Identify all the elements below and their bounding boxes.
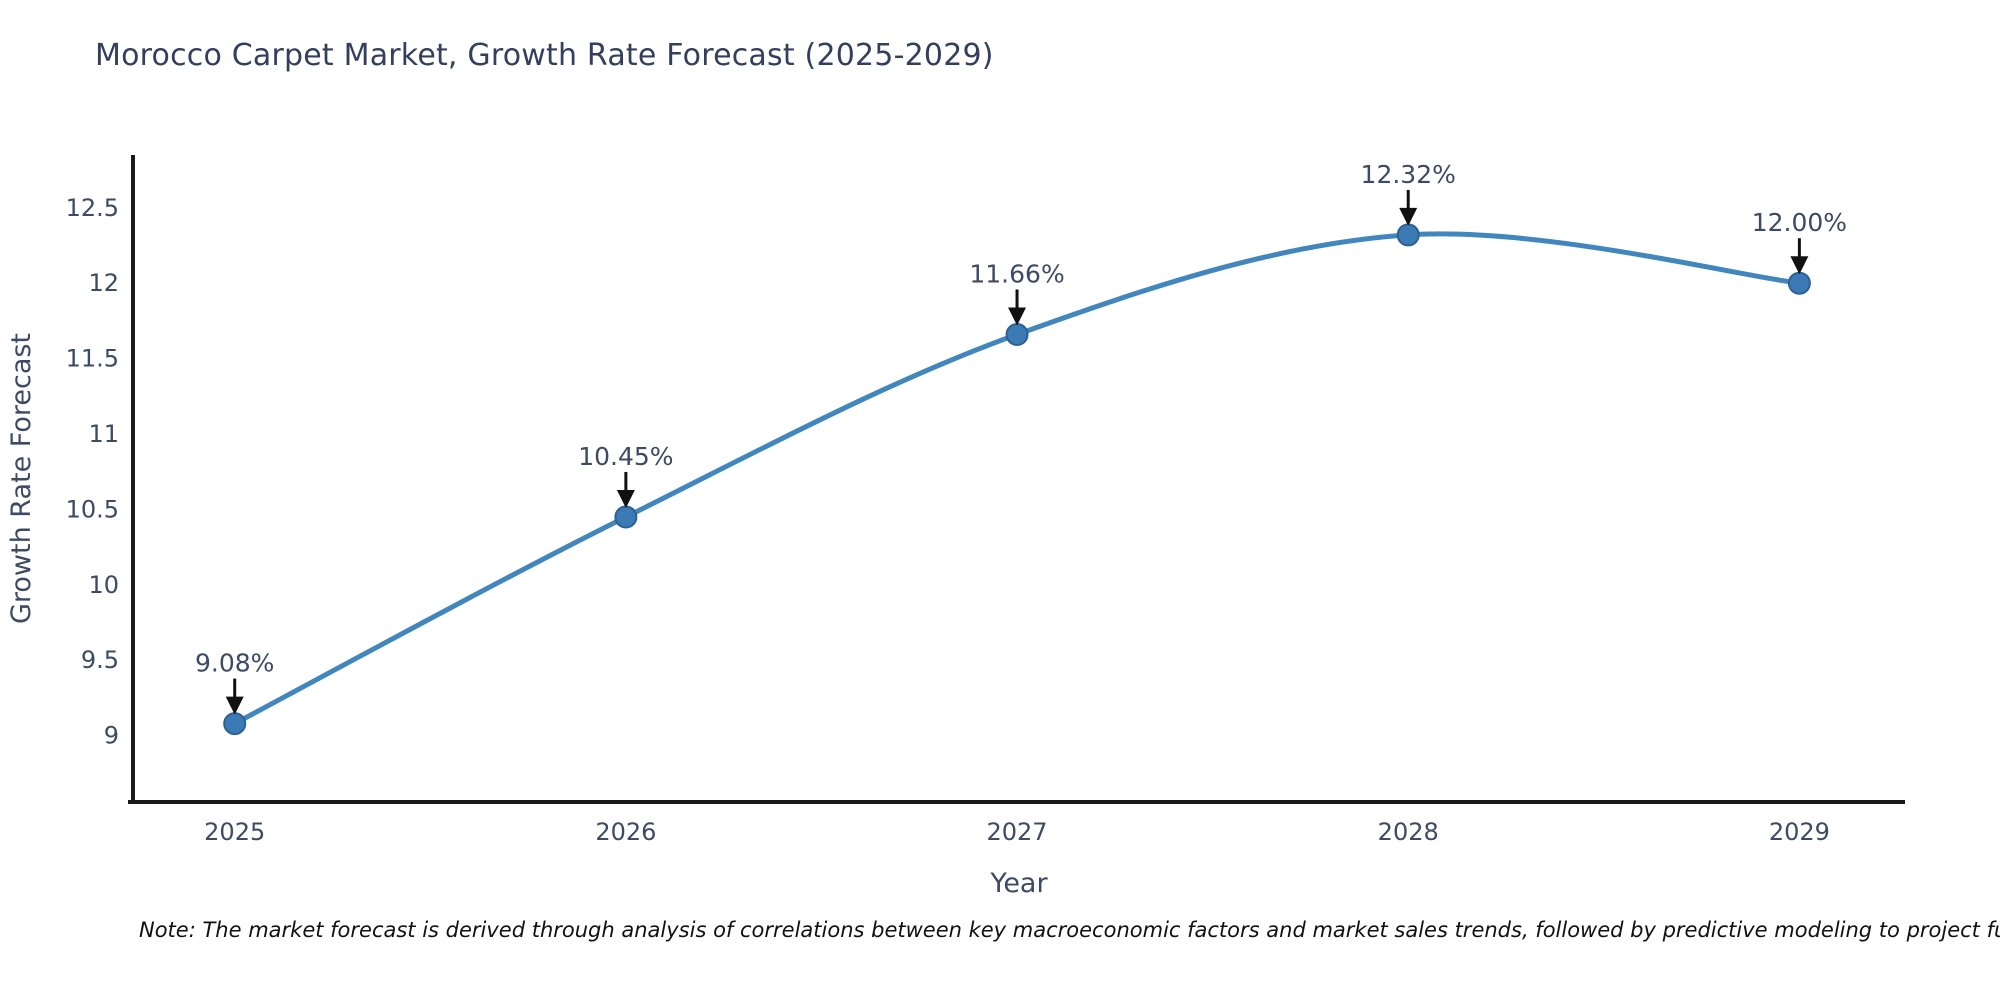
- point-annotation-label: 9.08%: [195, 649, 274, 678]
- x-axis-title: Year: [989, 868, 1048, 899]
- x-tick-label: 2025: [204, 818, 265, 846]
- annotation-arrow-head: [225, 696, 244, 715]
- x-tick-label: 2029: [1769, 818, 1830, 846]
- point-annotation-label: 11.66%: [969, 259, 1064, 288]
- y-tick-label: 9: [104, 722, 119, 750]
- footnote: Note: The market forecast is derived thr…: [139, 918, 2000, 942]
- data-point-marker: [1787, 271, 1811, 295]
- y-tick-label: 9.5: [81, 646, 119, 674]
- y-tick-label: 10.5: [66, 495, 119, 523]
- x-tick-label: 2028: [1378, 818, 1439, 846]
- data-point-marker: [223, 712, 247, 736]
- y-tick-label: 11.5: [66, 345, 119, 373]
- chart-title: Morocco Carpet Market, Growth Rate Forec…: [95, 38, 994, 73]
- point-annotation-label: 12.32%: [1361, 160, 1456, 189]
- data-point-marker: [1005, 322, 1029, 346]
- y-tick-label: 12: [88, 269, 119, 297]
- annotation-arrow-head: [1008, 307, 1027, 326]
- data-point-marker: [614, 505, 638, 529]
- x-tick-label: 2027: [987, 818, 1048, 846]
- annotation-arrow-head: [1399, 207, 1418, 226]
- x-tick-label: 2026: [595, 818, 656, 846]
- y-tick-label: 11: [88, 420, 119, 448]
- data-point-marker: [1396, 223, 1420, 247]
- y-tick-label: 10: [88, 571, 119, 599]
- y-axis-title: Growth Rate Forecast: [6, 333, 37, 624]
- y-tick-label: 12.5: [66, 194, 119, 222]
- point-annotation-label: 12.00%: [1752, 208, 1847, 237]
- annotation-arrow-head: [1790, 256, 1809, 275]
- annotation-arrow-head: [616, 489, 635, 508]
- point-annotation-label: 10.45%: [578, 442, 673, 471]
